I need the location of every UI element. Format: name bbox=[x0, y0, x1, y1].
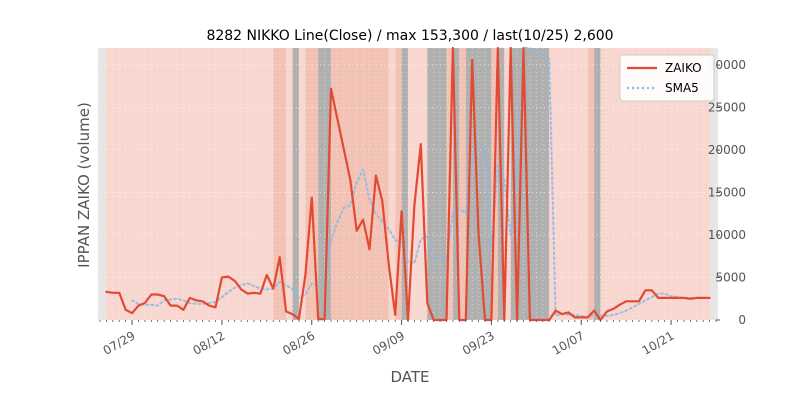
y-tick-label: 10000 bbox=[708, 228, 746, 242]
band-medium bbox=[331, 48, 389, 320]
x-axis-label: DATE bbox=[390, 368, 429, 386]
band-gray bbox=[594, 48, 601, 320]
band-gray bbox=[318, 48, 325, 320]
series-line-zaiko bbox=[105, 46, 711, 322]
band-gray bbox=[401, 48, 408, 320]
band-gray bbox=[427, 48, 447, 320]
zaiko-series bbox=[105, 46, 711, 322]
y-tick-label: 15000 bbox=[708, 186, 746, 200]
band-medium bbox=[273, 48, 287, 320]
y-tick-label: 30000 bbox=[708, 58, 746, 72]
y-tick-label: 5000 bbox=[715, 271, 746, 285]
legend-label-zaiko: ZAIKO bbox=[665, 61, 702, 75]
chart-title: 8282 NIKKO Line(Close) / max 153,300 / l… bbox=[206, 28, 613, 44]
legend: ZAIKO SMA5 bbox=[619, 54, 715, 102]
y-axis-label: IPPAN ZAIKO (volume) bbox=[75, 102, 93, 268]
background-bands bbox=[106, 48, 710, 320]
y-tick-label: 25000 bbox=[708, 101, 746, 115]
grid-lines bbox=[99, 48, 717, 321]
legend-box bbox=[619, 54, 715, 102]
band-gray bbox=[292, 48, 299, 320]
y-axis-ticks: 0 5000 10000 15000 20000 25000 30000 bbox=[708, 58, 746, 327]
y-tick-label: 20000 bbox=[708, 143, 746, 157]
legend-label-sma5: SMA5 bbox=[665, 81, 699, 95]
series-line-sma5 bbox=[131, 47, 705, 319]
y-tick-label: 0 bbox=[738, 313, 746, 327]
